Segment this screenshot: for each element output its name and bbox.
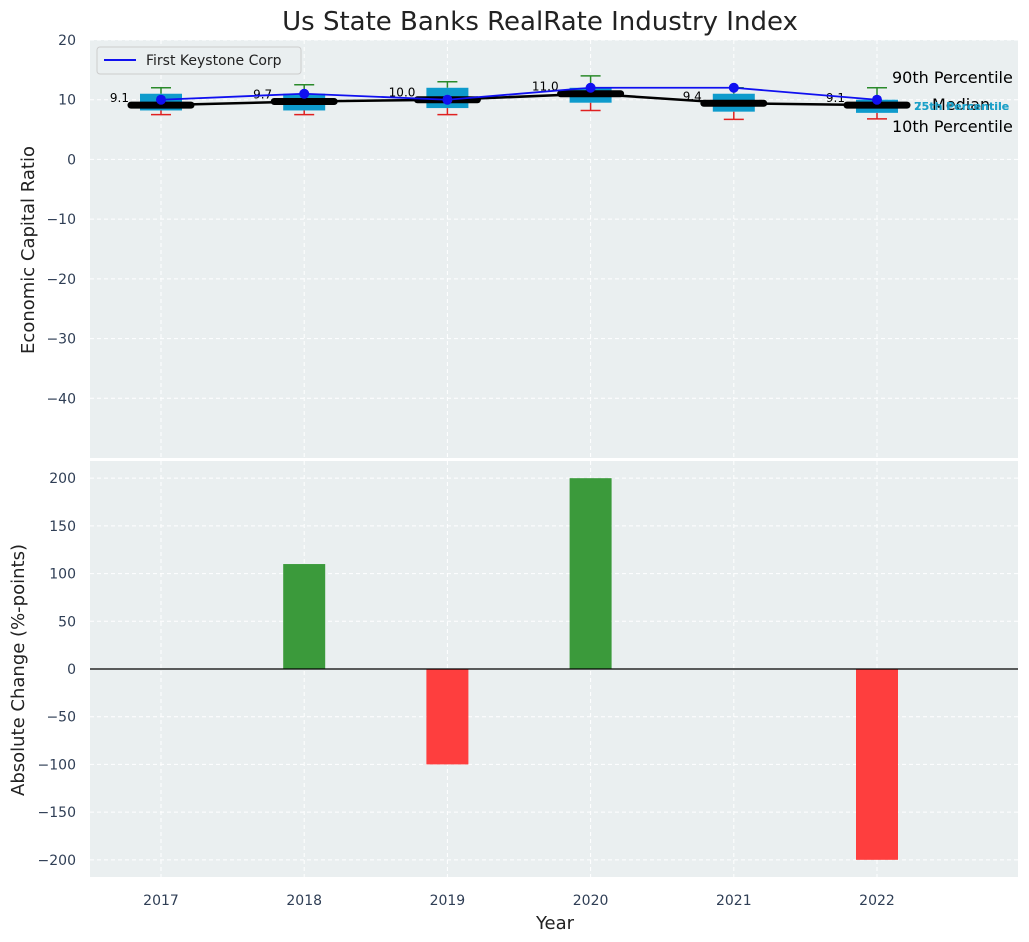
p75-annotation: 75th Percentile (914, 100, 1009, 113)
bottom-y-tick-label: 200 (49, 471, 76, 487)
change-bar (856, 669, 898, 860)
x-ticks: 2017 2018 2019 2020 2021 2022 (143, 893, 895, 909)
x-tick-label: 2019 (430, 893, 466, 909)
legend: First Keystone Corp (96, 46, 302, 75)
series-point-first-keystone (728, 82, 739, 93)
legend-label-first-keystone: First Keystone Corp (146, 53, 282, 69)
top-y-tick-label: −10 (46, 212, 76, 228)
top-y-tick-label: −20 (46, 272, 76, 288)
top-marks: 9.1 9.7 10.0 11.09.4 9.1 (110, 75, 911, 121)
bottom-y-ticks: 200 150 100 50 0 −50 −100 −150 −200 (38, 471, 76, 869)
x-tick-label: 2021 (716, 893, 752, 909)
bottom-marks (90, 478, 1018, 860)
change-bar (426, 669, 469, 765)
series-point-first-keystone (156, 94, 166, 105)
top-y-tick-label: 0 (67, 152, 76, 168)
median-value-label: 10.0 (389, 86, 416, 100)
bottom-y-tick-label: −50 (46, 710, 76, 726)
top-grid (90, 39, 1018, 458)
top-y-tick-label: −40 (46, 391, 76, 407)
series-point-first-keystone (442, 94, 453, 105)
bottom-y-tick-label: −200 (38, 853, 76, 869)
top-y-tick-label: −30 (46, 332, 76, 348)
legend-box (96, 46, 302, 75)
p25-annotation: 25th Percentile (914, 100, 1009, 113)
bottom-y-tick-label: 150 (49, 519, 76, 535)
series-line-first-keystone (160, 86, 878, 101)
bottom-y-tick-label: 0 (67, 662, 76, 678)
chart-title: Us State Banks RealRate Industry Index (282, 7, 798, 37)
p90-annotation: 90th Percentile (892, 68, 1013, 87)
median-value-label: 9.7 (253, 88, 272, 102)
top-y-tick-label: 10 (58, 93, 76, 109)
change-bar (283, 564, 326, 669)
median-annotation: Median (932, 95, 990, 114)
series-point-first-keystone (299, 88, 310, 99)
top-y-tick-label: 20 (58, 33, 76, 49)
top-y-axis-label: Economic Capital Ratio (18, 146, 39, 354)
series-point-first-keystone (585, 82, 596, 93)
x-tick-label: 2017 (143, 893, 179, 909)
x-tick-label: 2020 (573, 893, 609, 909)
bottom-y-tick-label: 50 (58, 614, 76, 630)
median-value-label: 9.1 (826, 91, 845, 105)
top-y-ticks: 20 10 0 −10 −20 −30 −40 (46, 33, 76, 407)
bottom-y-tick-label: −100 (38, 757, 76, 773)
p10-annotation: 10th Percentile (892, 117, 1013, 136)
series-point-first-keystone (872, 94, 882, 105)
bottom-y-axis-label: Absolute Change (%-points) (8, 544, 29, 796)
x-tick-label: 2022 (859, 893, 895, 909)
x-axis-label: Year (535, 913, 575, 934)
change-bar (569, 478, 612, 669)
median-value-label: 9.1 (110, 91, 129, 105)
bottom-y-tick-label: −150 (38, 805, 76, 821)
x-tick-label: 2018 (286, 893, 322, 909)
bottom-y-tick-label: 100 (49, 567, 76, 583)
